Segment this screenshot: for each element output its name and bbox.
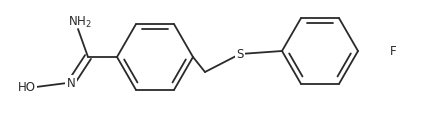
Text: NH$_2$: NH$_2$ <box>68 14 92 29</box>
Text: S: S <box>236 48 244 61</box>
Text: N: N <box>67 77 75 90</box>
Text: HO: HO <box>18 81 36 94</box>
Text: F: F <box>390 45 397 58</box>
